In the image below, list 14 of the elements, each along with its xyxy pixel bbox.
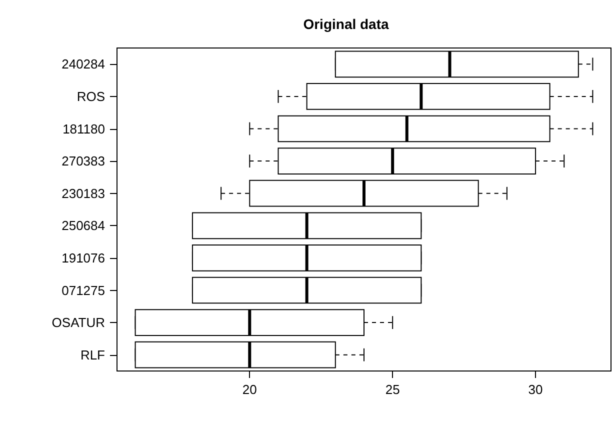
y-tick-label: 240284 xyxy=(62,56,105,72)
x-tick-label: 30 xyxy=(528,382,543,397)
y-tick-label: 071275 xyxy=(62,282,105,298)
x-tick-label: 25 xyxy=(385,382,400,397)
y-tick-label: OSATUR xyxy=(52,315,105,330)
x-tick-label: 20 xyxy=(242,382,257,397)
y-tick-label: 191076 xyxy=(62,250,105,266)
chart-title: Original data xyxy=(303,16,389,32)
y-tick-label: 250684 xyxy=(62,218,105,234)
y-tick-label: 181180 xyxy=(62,121,105,136)
y-tick-label: 270383 xyxy=(62,154,105,169)
y-tick-label: ROS xyxy=(76,88,106,104)
y-tick-label: 230183 xyxy=(62,186,105,201)
y-tick-label: RLF xyxy=(80,347,106,362)
